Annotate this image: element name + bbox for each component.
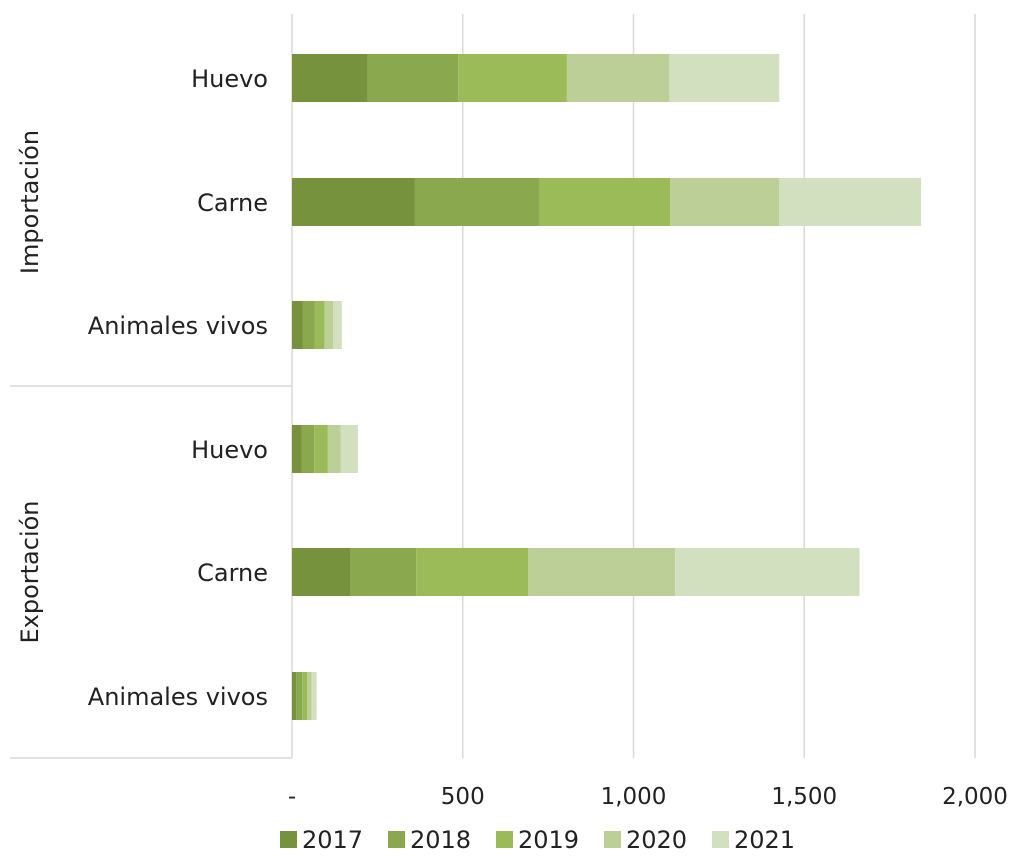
bar-row4-2021	[675, 548, 860, 596]
bar-row2-2017	[292, 301, 303, 349]
bar-row0-2017	[292, 54, 368, 102]
legend-label: 2018	[410, 826, 471, 854]
bar-row4-2018	[350, 548, 417, 596]
bar-row3-2019	[314, 425, 328, 473]
legend-swatch-2020	[604, 831, 621, 848]
legend-swatch-2018	[388, 831, 405, 848]
legend-label: 2021	[734, 826, 795, 854]
group-label-0: Importación	[16, 130, 44, 274]
bar-row5-2018	[296, 672, 303, 720]
legend-swatch-2019	[496, 831, 513, 848]
bar-row2-2020	[324, 301, 334, 349]
bar-row3-2021	[340, 425, 358, 473]
bar-row4-2017	[292, 548, 351, 596]
bar-row3-2020	[327, 425, 341, 473]
x-tick-label: 1,000	[601, 784, 667, 810]
x-tick-label: -	[288, 784, 296, 810]
axes	[10, 14, 293, 759]
bar-row5-2021	[311, 672, 317, 720]
category-label: Animales vivos	[88, 312, 268, 340]
bar-row0-2020	[566, 54, 670, 102]
bar-row1-2018	[414, 178, 540, 226]
category-labels: Huevo Carne Animales vivos Huevo Carne Animal…	[88, 65, 268, 711]
bar-row4-2019	[416, 548, 529, 596]
bar-row5-2019	[302, 672, 308, 720]
bar-row1-2019	[539, 178, 671, 226]
bar-row0-2018	[367, 54, 459, 102]
legend-label: 2020	[626, 826, 687, 854]
category-label: Carne	[197, 559, 268, 587]
bar-row1-2021	[779, 178, 922, 226]
category-label: Carne	[197, 189, 268, 217]
legend-label: 2019	[518, 826, 579, 854]
bars	[292, 54, 922, 720]
legend: 2017 2018 2019 2020 2021	[280, 826, 795, 854]
bar-row2-2019	[314, 301, 325, 349]
bar-row1-2020	[670, 178, 780, 226]
x-tick-labels: - 500 1,000 1,500 2,000	[288, 784, 1008, 810]
legend-swatch-2021	[712, 831, 729, 848]
bar-row5-2017	[292, 672, 297, 720]
bar-row3-2018	[301, 425, 315, 473]
bar-row0-2021	[669, 54, 780, 102]
category-label: Huevo	[191, 65, 268, 93]
bar-row3-2017	[292, 425, 302, 473]
legend-swatch-2017	[280, 831, 297, 848]
bar-row0-2019	[458, 54, 567, 102]
x-tick-label: 2,000	[942, 784, 1008, 810]
bar-row4-2020	[528, 548, 676, 596]
x-tick-label: 500	[441, 784, 485, 810]
group-label-1: Exportación	[16, 500, 44, 643]
gridlines	[462, 14, 976, 758]
bar-row1-2017	[292, 178, 415, 226]
x-tick-label: 1,500	[771, 784, 837, 810]
group-labels: Importación Exportación	[16, 130, 44, 644]
bar-row5-2020	[307, 672, 312, 720]
bar-row2-2018	[302, 301, 315, 349]
category-label: Huevo	[191, 436, 268, 464]
legend-label: 2017	[302, 826, 363, 854]
category-label: Animales vivos	[88, 683, 268, 711]
bar-row2-2021	[333, 301, 342, 349]
